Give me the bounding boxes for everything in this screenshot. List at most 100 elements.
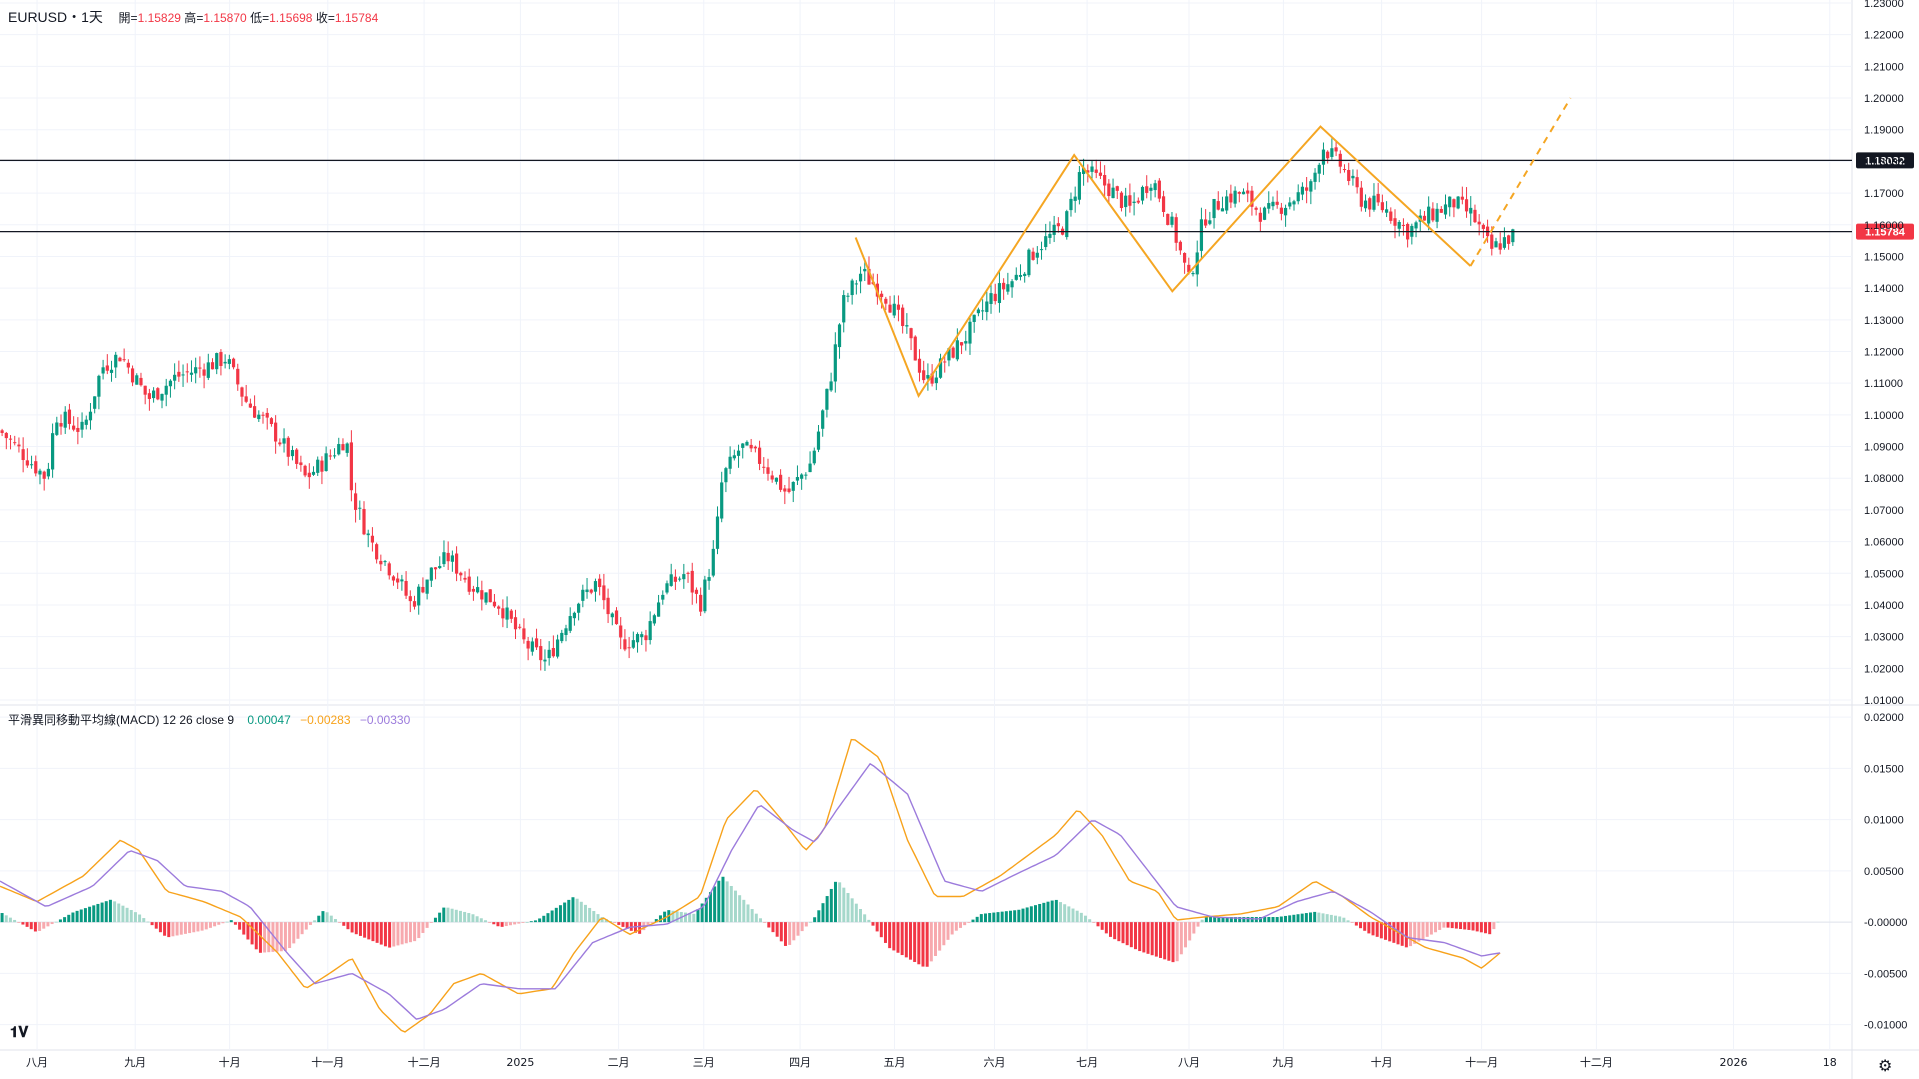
time-axis[interactable]: 八月 九月 十月 十一月 十二月 2025 二月 三月 四月 五月 六月 七月 八月 九月 十月 十一月 十二月… bbox=[26, 1055, 1837, 1069]
histogram-bar bbox=[4, 915, 8, 923]
candle-body bbox=[198, 367, 202, 369]
price-tick-label: 1.14000 bbox=[1864, 283, 1904, 295]
histogram-bar bbox=[475, 916, 479, 923]
histogram-bar bbox=[1125, 922, 1129, 946]
symbol-title[interactable]: EURUSD・1天 bbox=[8, 9, 103, 25]
candle-body bbox=[454, 553, 459, 574]
candle-body bbox=[1010, 281, 1014, 288]
histogram-bar bbox=[471, 914, 475, 923]
candle-body bbox=[51, 433, 55, 470]
histogram-bar bbox=[1371, 922, 1375, 936]
candle-body bbox=[282, 438, 286, 444]
candle-body bbox=[577, 603, 581, 613]
histogram-bar bbox=[342, 922, 346, 926]
histogram-bar bbox=[758, 918, 762, 923]
symbol-legend: EURUSD・1天 開=1.15829 高=1.15870 低=1.15698 … bbox=[8, 7, 378, 27]
candle-body bbox=[1305, 187, 1309, 191]
time-tick-label: 十二月 bbox=[1580, 1055, 1613, 1069]
histogram-bar bbox=[167, 922, 171, 938]
histogram-bar bbox=[621, 922, 625, 927]
candle-body bbox=[505, 607, 509, 620]
horizontal-lines[interactable]: 1.18032 1.15784 bbox=[0, 152, 1914, 240]
histogram-bar bbox=[946, 922, 950, 940]
histogram-bar bbox=[646, 922, 650, 927]
histogram-bar bbox=[913, 922, 917, 962]
candle-body bbox=[913, 336, 917, 361]
signal-line bbox=[0, 738, 1501, 1033]
candle-body bbox=[476, 587, 480, 593]
histogram-bar bbox=[1338, 916, 1342, 923]
candle-body bbox=[122, 359, 126, 361]
histogram-bar bbox=[179, 922, 183, 935]
gear-icon[interactable]: ⚙ bbox=[1878, 1058, 1893, 1075]
candle-body bbox=[690, 570, 694, 593]
histogram-bar bbox=[754, 913, 758, 923]
histogram-bar bbox=[433, 917, 437, 923]
histogram-bar bbox=[771, 922, 775, 933]
candle-body bbox=[1313, 172, 1317, 182]
candle-body bbox=[1086, 170, 1090, 173]
candle-body bbox=[177, 371, 181, 377]
histogram-bar bbox=[1017, 909, 1021, 923]
histogram-bar bbox=[888, 922, 892, 949]
candle-body bbox=[1389, 211, 1393, 221]
price-tick-label: 1.09000 bbox=[1864, 442, 1904, 454]
candle-body bbox=[724, 468, 728, 483]
candle-body bbox=[800, 474, 804, 479]
histogram-bar bbox=[317, 915, 321, 923]
candle-body bbox=[1351, 175, 1355, 179]
candle-body bbox=[1166, 213, 1170, 225]
candle-body bbox=[1237, 192, 1241, 194]
histogram-bar bbox=[488, 922, 492, 923]
candle-body bbox=[551, 647, 555, 657]
histogram-bar bbox=[546, 913, 550, 923]
histogram-bar bbox=[846, 893, 850, 923]
histogram-bar bbox=[954, 922, 958, 931]
candle-body bbox=[888, 304, 892, 313]
candle-body bbox=[370, 535, 375, 543]
tradingview-logo-icon[interactable]: 𝟏𝐕 bbox=[10, 1023, 29, 1041]
histogram-bar bbox=[304, 922, 308, 930]
price-tick-label: 1.23000 bbox=[1864, 0, 1904, 10]
histogram-bar bbox=[567, 899, 571, 923]
candle-body bbox=[227, 359, 231, 364]
histogram-bar bbox=[600, 917, 604, 923]
histogram-bar bbox=[1042, 902, 1046, 923]
histogram-bar bbox=[192, 922, 196, 933]
price-axis[interactable]: 1.01000 1.02000 1.03000 1.04000 1.05000 1.060… bbox=[1864, 0, 1907, 1032]
histogram-bar bbox=[196, 922, 200, 932]
histogram-bar bbox=[1179, 922, 1183, 955]
candle-body bbox=[1414, 222, 1418, 229]
candle-body bbox=[699, 594, 703, 612]
histogram-bar bbox=[283, 922, 287, 951]
candle-body bbox=[619, 625, 623, 638]
histogram-bar bbox=[950, 922, 954, 935]
histogram-bar bbox=[400, 922, 404, 945]
macd-title[interactable]: 平滑異同移動平均線(MACD) 12 26 close 9 bbox=[8, 713, 235, 727]
macd-tick-label: 0.02000 bbox=[1864, 712, 1904, 724]
candle-body bbox=[539, 646, 543, 661]
histogram-bar bbox=[113, 901, 117, 923]
histogram-value: −0.00330 bbox=[359, 713, 411, 727]
candle-body bbox=[1368, 198, 1372, 210]
histogram-bar bbox=[367, 922, 371, 940]
time-tick-label: 十一月 bbox=[311, 1055, 344, 1069]
candle-body bbox=[753, 446, 757, 449]
histogram-bar bbox=[8, 917, 12, 923]
histogram-bar bbox=[842, 887, 846, 923]
histogram-bar bbox=[275, 922, 279, 952]
histogram-bar bbox=[904, 922, 908, 958]
candle-body bbox=[1182, 253, 1187, 263]
histogram-bar bbox=[229, 920, 233, 923]
histogram-bar bbox=[117, 903, 121, 923]
histogram-bar bbox=[1067, 906, 1071, 923]
histogram-bar bbox=[1354, 922, 1358, 926]
candle-body bbox=[484, 592, 488, 603]
harmonic-pattern-drawing[interactable] bbox=[854, 97, 1572, 399]
candle-body bbox=[1321, 149, 1326, 165]
histogram-bar bbox=[1409, 922, 1413, 947]
price-tick-label: 1.16000 bbox=[1864, 220, 1904, 232]
time-tick-label: 九月 bbox=[124, 1056, 146, 1069]
